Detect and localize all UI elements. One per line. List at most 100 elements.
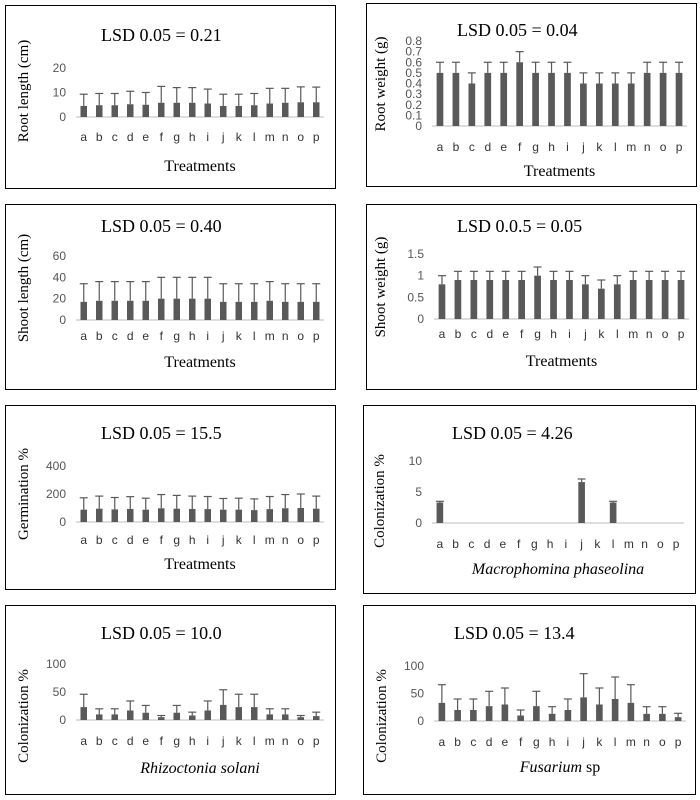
bar [500,72,508,126]
x-axis-label: Fusarium sp [519,759,600,776]
x-tick-label: f [160,533,164,547]
x-tick-label: p [313,533,320,547]
bar [142,300,150,320]
chart-svg: LSD 0.05 = 10.0 Colonization % 0 50 100 a b c d e… [16,623,324,777]
bar [312,102,320,117]
y-tick-label: 0.8 [405,34,422,48]
chart-title: LSD 0.05 = 13.4 [454,623,575,643]
bar [142,509,150,522]
x-tick-label: c [112,130,118,144]
x-tick-label: e [142,734,149,748]
bar [564,72,571,126]
x-tick-label: i [565,537,568,551]
bar [674,717,682,721]
x-tick-label: g [173,533,180,547]
x-tick-label: h [550,327,557,341]
bar [517,715,524,721]
bar [597,288,605,319]
bar [297,717,305,720]
x-tick-label: g [173,734,180,748]
y-tick-label: 1 [417,269,424,283]
chart-svg: LSD 0.05 = 15.5 Germination % 0 200 400 a b c d e… [16,423,324,573]
chart-svg: LSD 0.05 = 0.04 Root weight (g) 00.10.20.3… [373,20,687,180]
x-tick-label: g [173,130,180,144]
bar [173,102,181,117]
y-tick-label: 5 [415,485,422,499]
bar [550,280,557,319]
x-tick-label: a [439,327,446,341]
y-tick-label: 0.1 [405,108,422,122]
y-tick-label: 50 [53,685,67,699]
bar [281,508,289,522]
x-tick-label: m [265,329,275,343]
x-tick-label: b [96,130,103,144]
x-tick-label: g [534,327,541,341]
bar [219,301,227,320]
bar [80,301,88,320]
bar [95,105,103,117]
chart-svg: LSD 0.05 = 0.21 Root length (cm) 0 10 20 a b c d… [16,25,324,175]
x-tick-label: e [142,533,149,547]
x-tick-label: e [500,537,507,551]
x-tick-label: f [520,327,524,341]
bar [580,697,587,721]
x-tick-label: n [282,329,289,343]
bar [173,712,181,720]
x-tick-label: m [626,735,636,749]
y-tick-label: 0 [415,119,422,133]
chart-panel-shoot-length: LSD 0.05 = 0.40 Shoot length (cm) 0 20 40 60 a… [5,204,336,390]
x-tick-label: j [221,734,225,748]
y-axis-label: Root length (cm) [16,40,32,142]
y-tick-label: 0 [59,713,66,727]
x-tick-label: g [531,537,538,551]
bar [534,275,541,319]
y-axis-label: Germination % [16,448,32,540]
bar [126,710,134,720]
x-tick-label: k [236,734,243,748]
x-tick-label: a [437,140,444,154]
y-axis-label: Colonization % [374,669,390,763]
chart-svg: LSD 0.05 = 4.26 Colonization % 0 5 10 a b c d e f g… [372,423,684,578]
x-axis-label: Treatments [164,158,235,175]
bar [611,699,619,721]
x-tick-label: n [282,130,289,144]
bar [126,508,134,522]
bar [111,714,119,720]
y-tick-label: 0.6 [405,55,422,69]
bar [438,702,446,721]
bar [548,72,555,126]
y-axis-label: Shoot length (cm) [16,234,32,342]
bar [675,72,683,126]
x-tick-label: e [142,329,149,343]
bar [643,713,650,721]
bar [438,284,446,319]
bar [173,508,181,522]
y-tick-label: 100 [46,657,66,671]
bar [126,104,134,117]
x-tick-label: p [313,734,320,748]
x-tick-label: o [659,735,666,749]
x-tick-label: l [614,735,617,749]
x-tick-label: f [518,140,522,154]
x-tick-label: b [96,734,103,748]
bar [157,298,165,320]
x-tick-label: j [581,735,585,749]
x-tick-label: i [206,533,209,547]
y-tick-label: 40 [53,270,67,284]
x-tick-label: o [657,537,664,551]
x-tick-label: m [265,130,275,144]
y-tick-label: 0.3 [405,87,422,101]
x-tick-label: h [189,533,196,547]
x-tick-label: o [660,140,667,154]
x-tick-label: d [486,327,493,341]
x-tick-label: b [454,735,461,749]
bar [533,706,540,721]
x-tick-label: h [189,734,196,748]
bar [580,83,587,126]
bar [516,62,524,126]
bar [454,280,462,319]
bar [312,716,320,720]
chart-panel-root-length: LSD 0.05 = 0.21 Root length (cm) 0 10 20 a b c d… [5,5,336,189]
x-tick-label: n [282,734,289,748]
bar [188,102,196,117]
